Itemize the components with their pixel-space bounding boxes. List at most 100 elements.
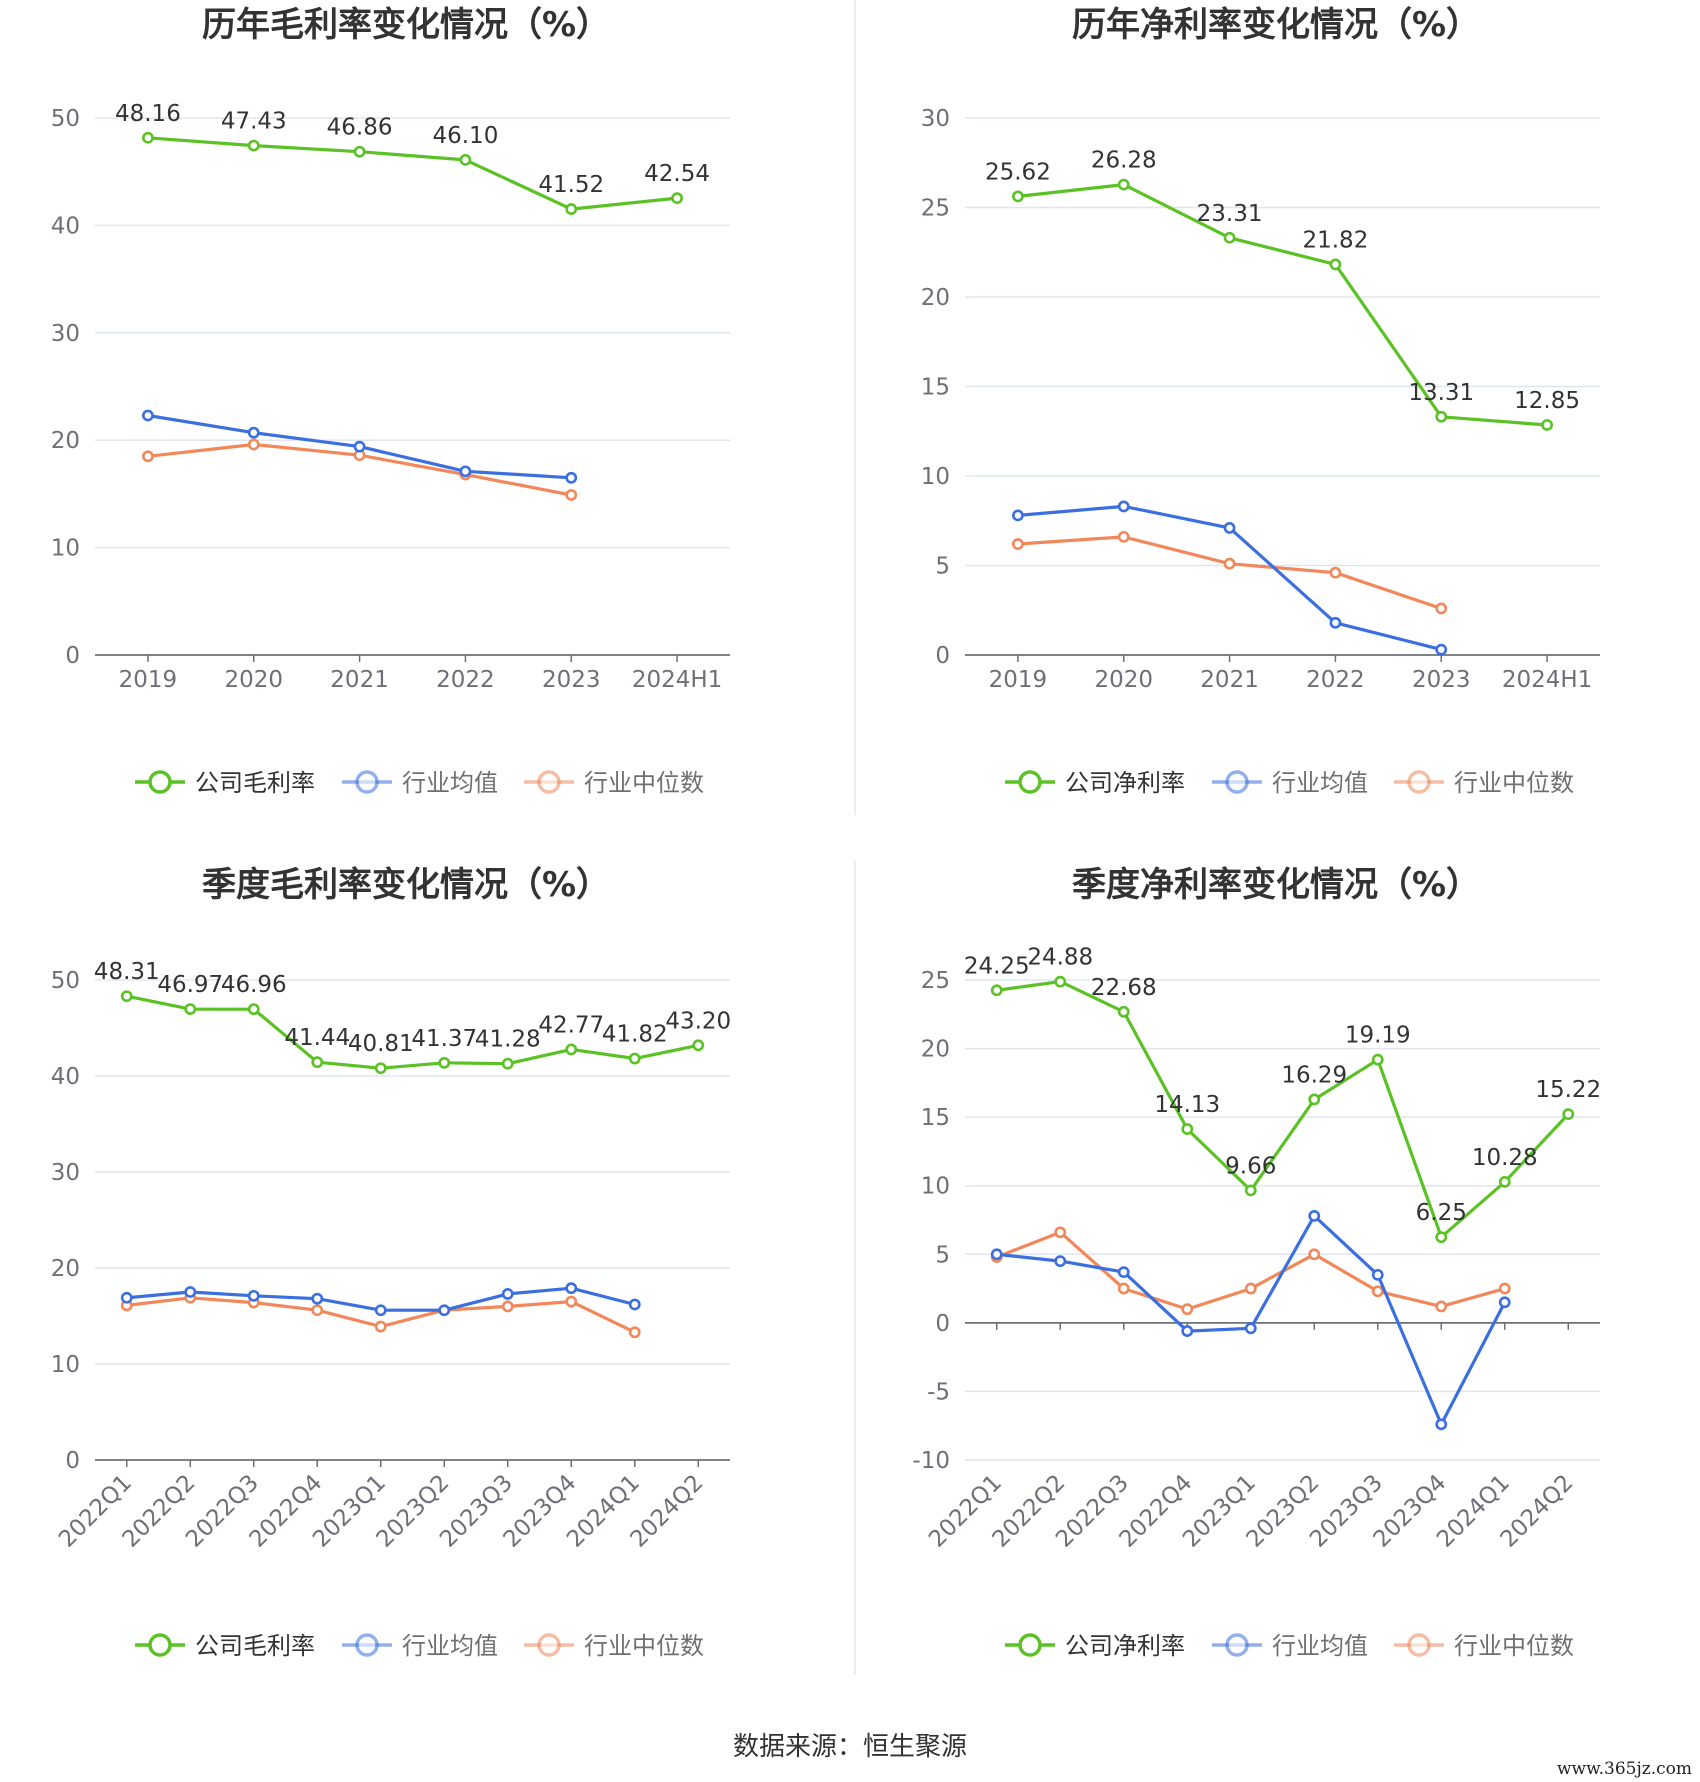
data-point-company [628,1052,641,1065]
data-point-median [311,1304,324,1317]
x-tick-label: 2024H1 [632,667,722,693]
data-point-company [247,1003,260,1016]
legend-marker-company [1018,1633,1042,1657]
y-tick-label: 25 [921,196,950,222]
data-label: 41.82 [602,1022,668,1048]
legend-marker-company [148,1633,172,1657]
series-line-median [1017,535,1442,611]
legend-label-company: 公司毛利率 [195,769,315,797]
data-point-median [628,1326,641,1339]
data-point-average [459,465,472,478]
data-point-average [142,409,154,422]
data-label: 47.43 [221,109,287,135]
data-point-average [374,1304,387,1317]
y-tick-label: -10 [912,1448,950,1474]
legend-label-median: 行业中位数 [584,1632,704,1660]
data-point-average [1117,500,1130,513]
data-point-median [1371,1285,1384,1298]
y-tick-label: 30 [51,321,80,347]
data-label: 41.44 [284,1025,350,1051]
data-point-median [565,1295,578,1308]
data-point-average [247,426,260,439]
data-point-company [692,1039,705,1052]
data-point-company [990,984,1003,997]
series-line-company [996,980,1570,1239]
x-tick-label: 2019 [119,667,178,693]
legend-label-average: 行业均值 [402,1632,498,1660]
y-tick-label: 5 [935,554,950,580]
data-point-company [1541,419,1553,431]
data-point-average [311,1292,324,1305]
data-point-average [565,1282,578,1295]
legend-marker-average [355,1633,379,1657]
data-label: 41.52 [538,172,604,198]
legend-label-median: 行业中位数 [584,769,704,797]
data-point-average [990,1248,1003,1261]
y-tick-label: 10 [921,1174,950,1200]
y-tick-label: 20 [51,1256,80,1282]
data-point-average [1181,1325,1194,1337]
data-label: 23.31 [1197,201,1263,227]
y-tick-label: 20 [921,1037,950,1063]
chart-panel-4: 季度净利率变化情况（%）-10-505101520252022Q12022Q22… [912,865,1601,1660]
legend-label-median: 行业中位数 [1454,1632,1574,1660]
data-label: 41.37 [411,1026,477,1052]
data-label: 46.10 [432,123,498,149]
data-point-company [120,990,133,1003]
watermark: www.365jz.com [1557,1759,1692,1779]
x-tick-label: 2022 [436,667,495,693]
legend-label-median: 行业中位数 [1454,769,1574,797]
data-point-median [1117,530,1130,543]
data-label: 6.25 [1416,1200,1467,1226]
x-tick-label: 2020 [224,667,283,693]
data-point-company [1435,410,1448,423]
data-label: 43.20 [665,1008,731,1034]
data-point-company [565,203,578,215]
legend-label-average: 行业均值 [1272,769,1368,797]
chart-panel-3: 季度毛利率变化情况（%）010203040502022Q12022Q22022Q… [51,865,731,1660]
y-tick-label: 0 [65,643,80,669]
legend-label-company: 公司净利率 [1065,769,1185,797]
data-point-company [565,1043,578,1056]
x-tick-label: 2023 [542,667,601,693]
legend-marker-company [148,770,172,794]
data-label: 9.66 [1225,1153,1276,1179]
data-point-company [1371,1053,1384,1066]
chart-title: 季度毛利率变化情况（%） [202,865,610,905]
data-point-median [1435,1300,1448,1313]
x-tick-label: 2020 [1094,667,1153,693]
x-tick-label: 2022 [1306,667,1365,693]
data-point-company [501,1057,514,1070]
data-point-company [142,131,154,144]
data-point-average [438,1304,451,1317]
data-label: 46.96 [221,972,287,998]
data-label: 48.16 [115,101,181,127]
data-point-median [1181,1303,1194,1316]
legend-label-average: 行业均值 [1272,1632,1368,1660]
y-tick-label: 15 [921,1105,950,1131]
data-label: 21.82 [1302,227,1368,253]
data-point-average [1435,643,1448,656]
x-tick-label: 2019 [989,667,1048,693]
y-tick-label: 20 [51,428,80,454]
legend-label-average: 行业均值 [402,769,498,797]
legend: 公司毛利率 行业均值 行业中位数 [135,769,704,797]
data-point-company [438,1056,451,1069]
y-tick-label: 20 [921,285,950,311]
data-point-company [1117,1005,1130,1018]
legend-marker-company [1018,770,1042,794]
data-point-average [1498,1296,1511,1309]
chart-title: 历年毛利率变化情况（%） [202,5,610,45]
data-point-average [1223,522,1236,534]
y-tick-label: 10 [51,1352,80,1378]
data-point-company [1181,1123,1194,1135]
data-label: 19.19 [1345,1023,1411,1049]
data-point-average [1371,1268,1384,1281]
data-point-median [1498,1282,1511,1295]
data-point-company [1012,190,1024,203]
data-label: 40.81 [348,1031,414,1057]
data-point-median [1244,1282,1257,1295]
data-point-average [1435,1418,1448,1431]
data-point-average [1012,509,1024,522]
